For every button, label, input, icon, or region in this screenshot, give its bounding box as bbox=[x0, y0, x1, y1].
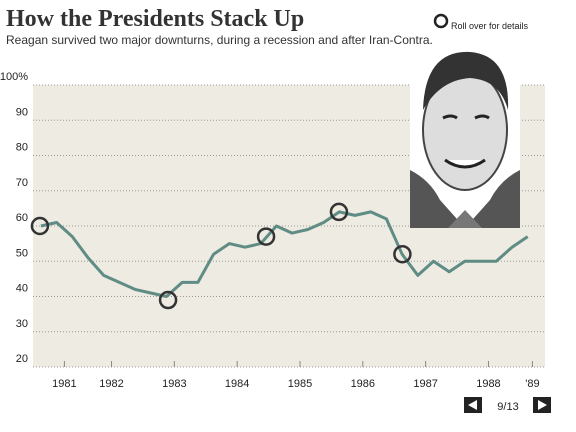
x-tick-label: 1982 bbox=[99, 378, 123, 390]
portrait-smile bbox=[444, 158, 486, 169]
x-tick-label: 1986 bbox=[351, 378, 375, 390]
y-tick-label: 100% bbox=[0, 71, 28, 83]
page-indicator: 9/13 bbox=[497, 401, 518, 413]
next-arrow bbox=[538, 400, 547, 410]
y-tick-label: 70 bbox=[16, 177, 28, 189]
highlight-marker[interactable] bbox=[256, 227, 276, 246]
y-tick-label: 50 bbox=[16, 247, 28, 259]
y-tick-label: 40 bbox=[16, 283, 28, 295]
portrait-tie bbox=[448, 210, 482, 228]
portrait-suit bbox=[410, 170, 520, 228]
highlight-marker[interactable] bbox=[393, 244, 412, 264]
portrait-eyes bbox=[442, 114, 490, 120]
y-tick-label: 60 bbox=[16, 212, 28, 224]
x-tick-label: 1987 bbox=[413, 378, 437, 390]
y-tick-label: 80 bbox=[16, 142, 28, 154]
hint-text: Roll over for details bbox=[451, 21, 529, 31]
x-tick-label: 1985 bbox=[288, 378, 312, 390]
hint[interactable]: Roll over for details bbox=[433, 13, 529, 31]
prev-arrow bbox=[468, 400, 477, 410]
x-tick-label: '89 bbox=[525, 378, 539, 390]
y-tick-label: 90 bbox=[16, 106, 28, 118]
highlight-marker[interactable] bbox=[329, 202, 349, 222]
plot bbox=[30, 202, 529, 310]
pager: 9/13 bbox=[464, 397, 551, 413]
x-tick-label: 1981 bbox=[52, 378, 76, 390]
y-tick-label: 30 bbox=[16, 318, 28, 330]
highlight-marker[interactable] bbox=[158, 290, 178, 310]
highlight-marker[interactable] bbox=[30, 216, 50, 236]
subtitle: Reagan survived two major downturns, dur… bbox=[6, 33, 433, 47]
x-tick-label: 1983 bbox=[162, 378, 186, 390]
line bbox=[40, 210, 529, 298]
x-tick-label: 1988 bbox=[476, 378, 500, 390]
hint-icon bbox=[433, 13, 449, 29]
portrait-hair bbox=[423, 51, 509, 110]
chart-title: How the Presidents Stack Up bbox=[6, 6, 304, 32]
y-tick-label: 20 bbox=[16, 353, 28, 365]
portrait bbox=[410, 50, 520, 228]
x-tick-label: 1984 bbox=[225, 378, 249, 390]
